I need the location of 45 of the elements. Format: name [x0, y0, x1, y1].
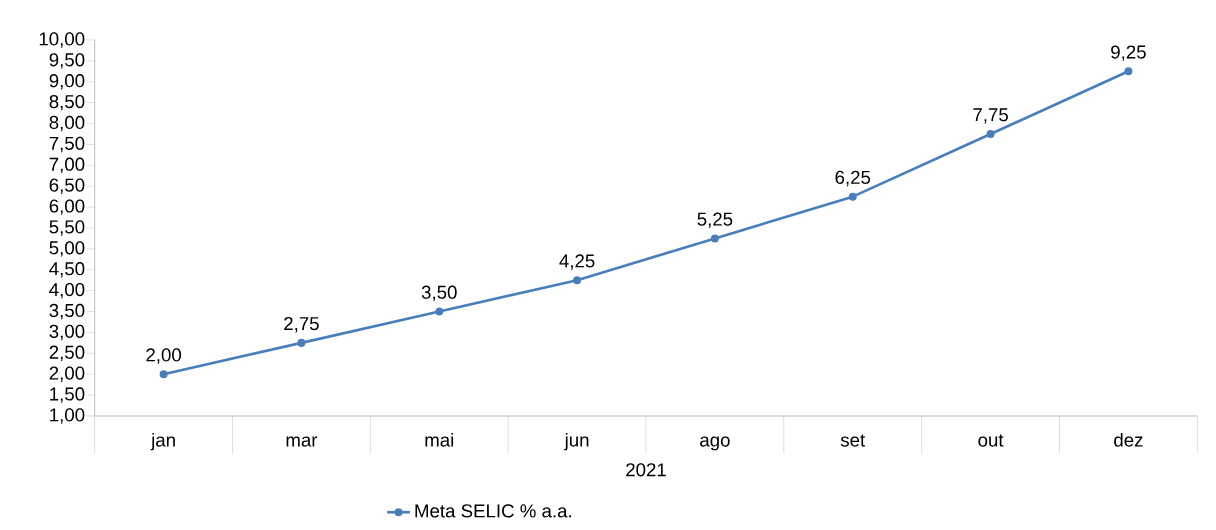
- y-tick-label: 4,00: [49, 282, 85, 299]
- y-tick-label: 8,50: [49, 94, 85, 111]
- y-tick-label: 2,00: [49, 366, 85, 382]
- y-tick-label: 7,00: [49, 157, 85, 174]
- y-tick-label: 3,50: [49, 303, 85, 320]
- data-label: 6,25: [835, 170, 871, 187]
- point: [986, 129, 995, 138]
- x-tick-label: mar: [286, 436, 318, 447]
- y-tick-label: 9,00: [49, 74, 85, 90]
- data-label: 3,50: [421, 285, 457, 302]
- data-label: 4,25: [559, 254, 595, 270]
- y-tick-label: 7,50: [49, 136, 85, 153]
- x-tick-label: jan: [150, 432, 175, 451]
- y-tick-label: 4,50: [49, 262, 85, 278]
- data-label: 2,00: [146, 348, 182, 364]
- x-tick-label: dez: [1114, 432, 1143, 447]
- point: [435, 307, 444, 316]
- x-tick-label: jun: [564, 432, 589, 451]
- data-label: 5,25: [697, 212, 733, 228]
- y-tick-label: 2,50: [49, 345, 85, 362]
- y-tick-label: 1,50: [50, 387, 85, 403]
- y-tick-label: 9,50: [49, 53, 85, 69]
- point: [159, 370, 168, 379]
- point: [710, 234, 719, 243]
- y-tick-label: 10,00: [39, 32, 85, 48]
- x-tick-label: set: [840, 434, 866, 447]
- y-tick-label: 1,00: [50, 408, 85, 424]
- y-tick-label: 3,00: [49, 324, 85, 341]
- y-tick-label: 6,50: [49, 178, 85, 194]
- data-label: 9,25: [1111, 45, 1146, 61]
- point: [297, 338, 306, 347]
- y-tick-label: 8,00: [49, 115, 85, 132]
- x-tick-label: ago: [700, 436, 730, 451]
- y-tick-label: 5,50: [49, 220, 85, 236]
- x-tick-label: mai: [425, 432, 454, 447]
- x-axis-title: 2021: [626, 463, 666, 477]
- y-tick-label: 6,00: [49, 199, 85, 215]
- point: [573, 276, 582, 285]
- data-label: 2,75: [284, 316, 319, 333]
- legend-label: Meta SELIC % a.a.: [415, 504, 571, 518]
- point: [848, 192, 857, 201]
- point: [1124, 67, 1133, 76]
- x-tick-label: out: [978, 434, 1004, 447]
- data-label: 7,75: [973, 108, 1008, 124]
- y-tick-label: 5,00: [49, 241, 85, 257]
